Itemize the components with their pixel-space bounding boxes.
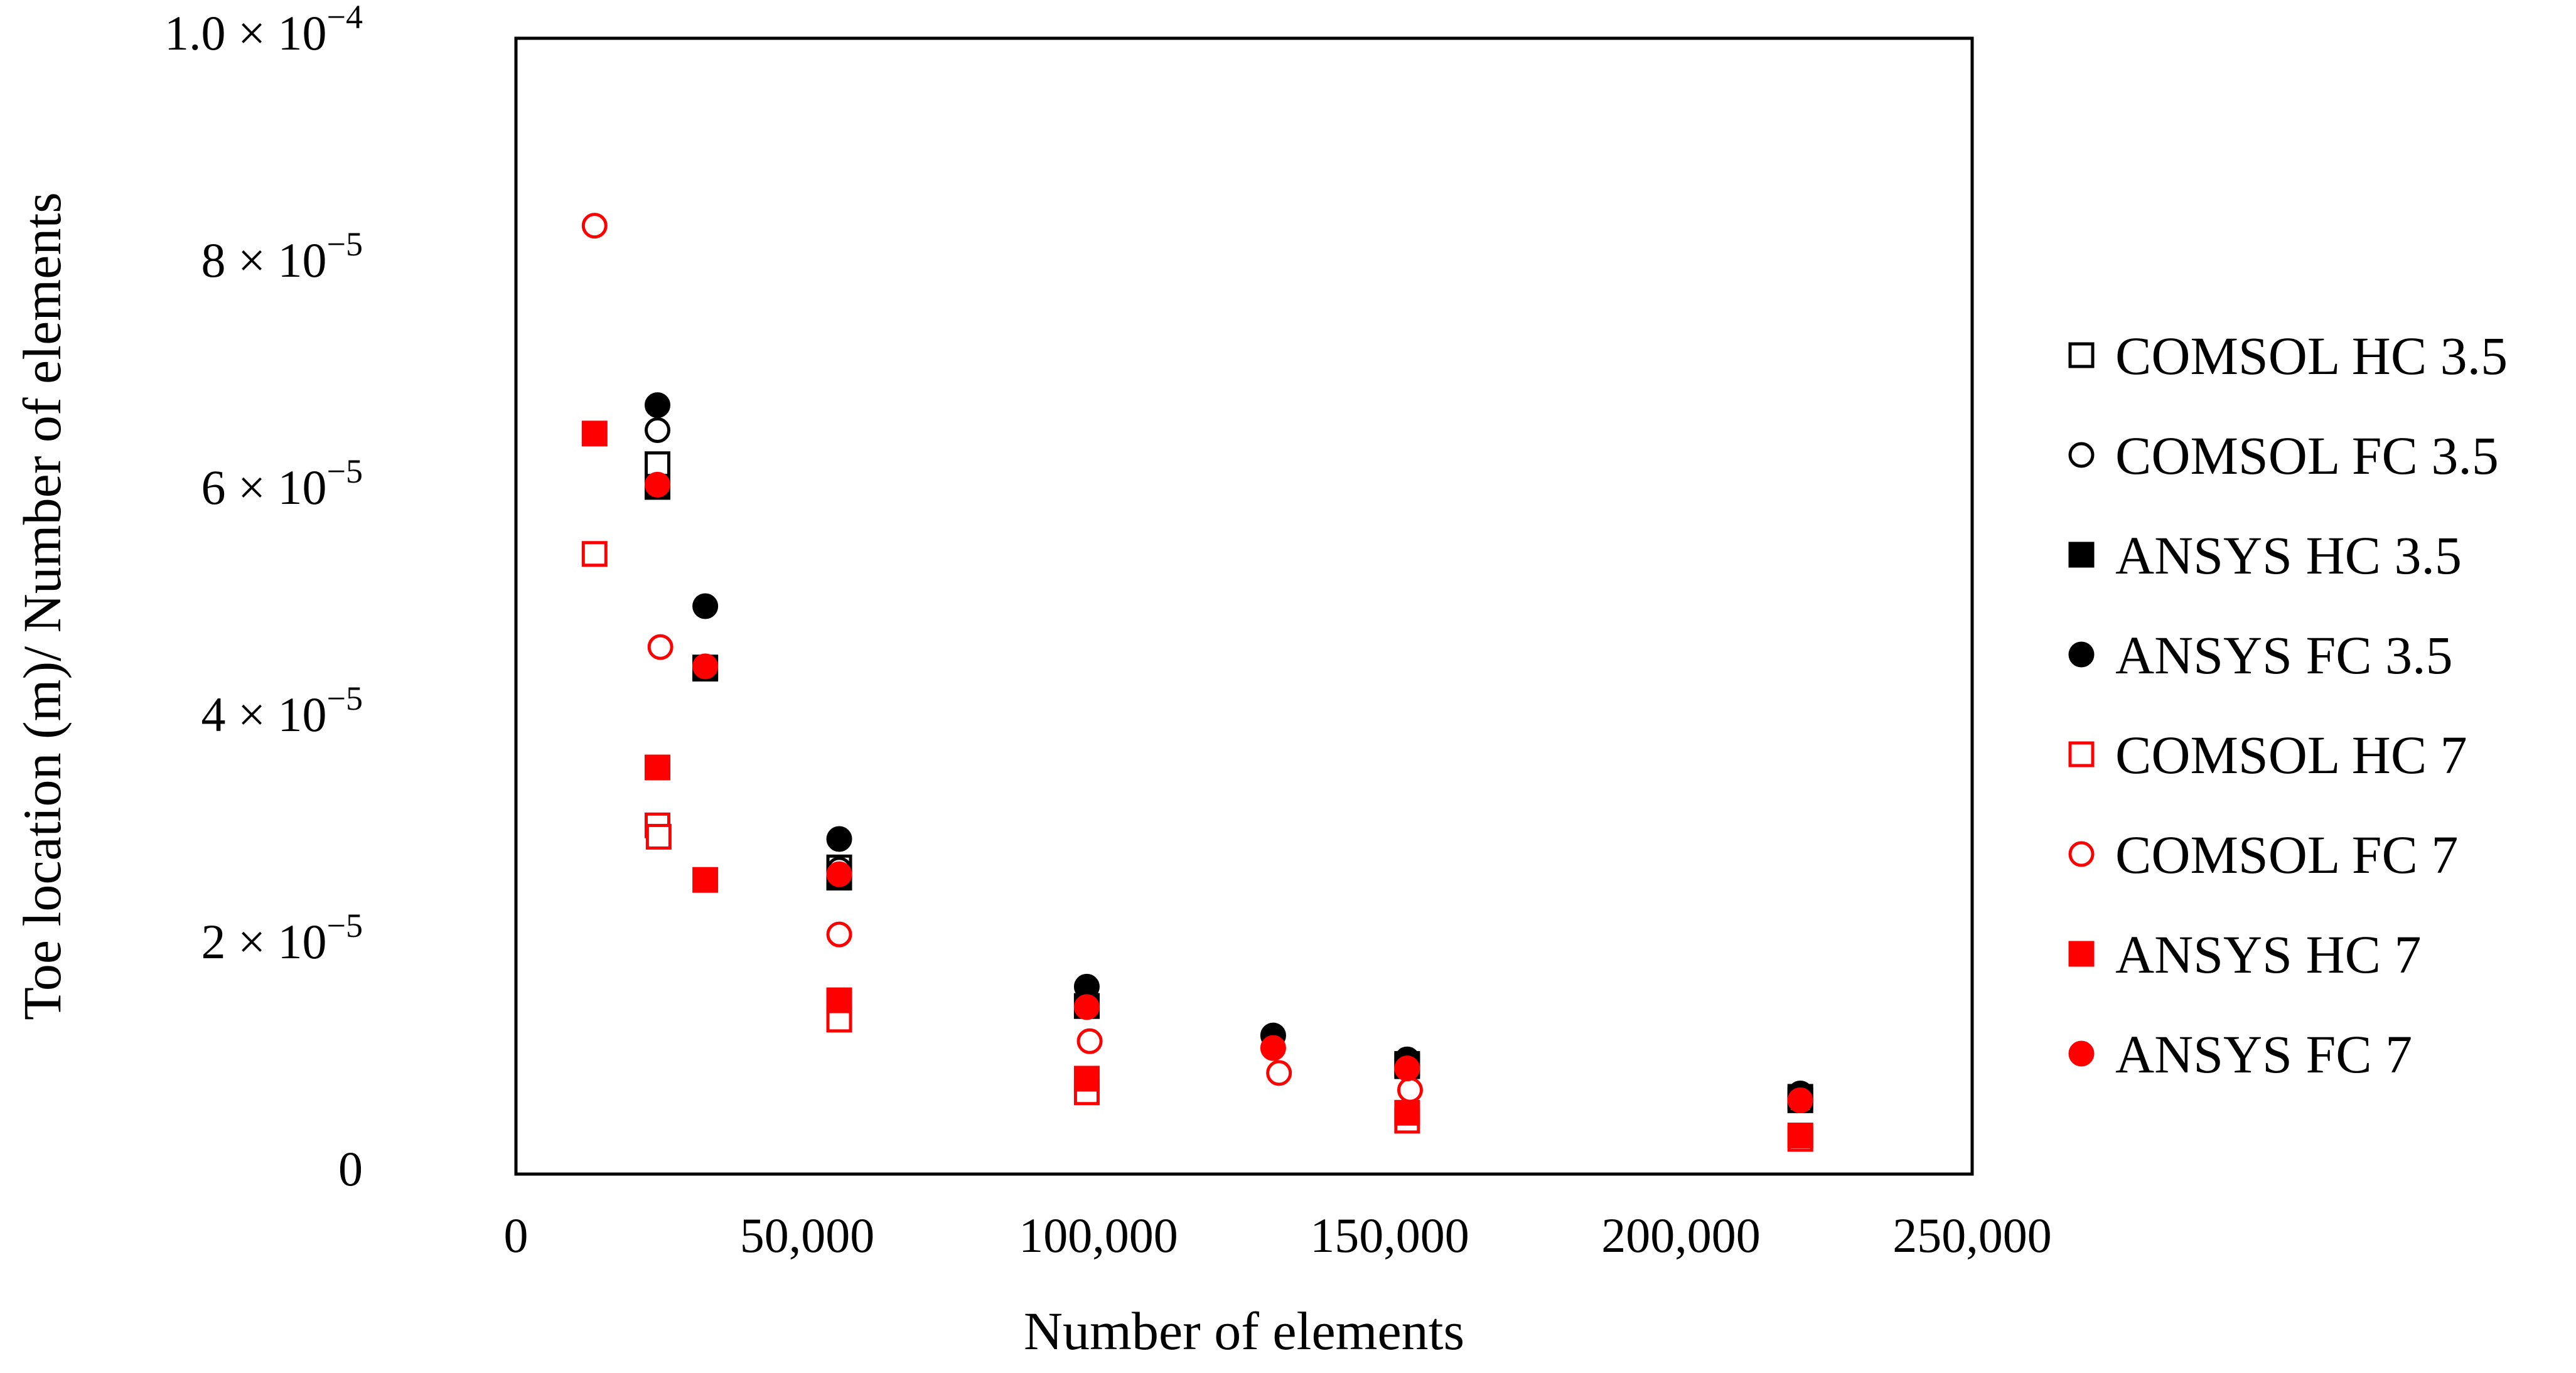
- data-point: [581, 541, 608, 567]
- x-tick-label: 250,000: [1892, 1208, 2052, 1263]
- legend-label: COMSOL HC 7: [2115, 725, 2467, 785]
- data-point: [826, 987, 852, 1013]
- data-point: [692, 867, 719, 893]
- legend-item: COMSOL FC 3.5: [2068, 425, 2499, 486]
- y-tick-exponent: −5: [327, 907, 363, 944]
- legend: COMSOL HC 3.5 COMSOL FC 3.5 ANSYS HC 3.5 AN…: [2068, 326, 2508, 1084]
- data-point: [1394, 1055, 1420, 1082]
- y-tick-label: 6 × 10−5: [201, 452, 363, 515]
- y-tick-exponent: −5: [327, 452, 363, 490]
- x-tick-label: 50,000: [740, 1208, 875, 1263]
- legend-label: ANSYS FC 7: [2115, 1024, 2412, 1084]
- y-tick-exponent: −5: [327, 225, 363, 263]
- legend-label: COMSOL HC 3.5: [2115, 326, 2508, 386]
- series-ansys-hc-3-5: [645, 474, 1813, 1110]
- data-point: [1073, 1066, 1100, 1092]
- y-tick-label: 8 × 10−5: [201, 225, 363, 287]
- data-point: [645, 754, 671, 781]
- legend-marker: [2068, 542, 2095, 568]
- data-point: [692, 593, 719, 619]
- series-comsol-hc-7: [581, 541, 1813, 1152]
- y-tick-label: 4 × 10−5: [201, 680, 363, 742]
- series-ansys-hc-7: [581, 420, 1813, 1148]
- data-point: [1787, 1087, 1813, 1113]
- y-tick-label: 0: [338, 1141, 363, 1196]
- legend-item: COMSOL HC 7: [2068, 725, 2467, 785]
- legend-marker: [2068, 741, 2095, 767]
- series-comsol-fc-7: [581, 213, 1423, 1103]
- y-tick-label: 1.0 × 10−4: [164, 0, 363, 60]
- data-markers: [581, 213, 1813, 1152]
- series-comsol-fc-3-5: [645, 417, 1813, 1110]
- data-point: [645, 471, 671, 498]
- legend-label: ANSYS FC 3.5: [2115, 625, 2453, 685]
- legend-item: COMSOL FC 7: [2068, 825, 2458, 885]
- data-point: [826, 826, 852, 852]
- series-comsol-hc-3-5: [645, 451, 1813, 1113]
- legend-item: COMSOL HC 3.5: [2068, 326, 2508, 386]
- data-point: [645, 417, 671, 443]
- legend-label: ANSYS HC 7: [2115, 924, 2421, 985]
- x-tick-label: 100,000: [1019, 1208, 1178, 1263]
- data-point: [1073, 994, 1100, 1020]
- data-point: [1260, 1035, 1286, 1061]
- data-point: [647, 634, 674, 660]
- x-axis-title: Number of elements: [1024, 1301, 1464, 1361]
- data-point: [645, 392, 671, 419]
- x-tick-label: 150,000: [1310, 1208, 1469, 1263]
- y-axis-ticks: 0 2 × 10−5 4 × 10−5 6 × 10−5 8 × 10−5 1.0 × 1…: [164, 0, 363, 1196]
- legend-marker: [2068, 342, 2095, 368]
- x-tick-label: 0: [504, 1208, 529, 1263]
- legend-item: ANSYS FC 7: [2068, 1024, 2412, 1084]
- legend-item: ANSYS FC 3.5: [2068, 625, 2453, 685]
- data-point: [692, 653, 719, 680]
- data-point: [581, 420, 608, 447]
- legend-item: ANSYS HC 7: [2068, 924, 2421, 985]
- legend-marker: [2068, 442, 2095, 468]
- legend-item: ANSYS HC 3.5: [2068, 525, 2462, 585]
- data-point: [1787, 1122, 1813, 1148]
- series-ansys-fc-3-5: [645, 392, 1813, 1106]
- legend-marker: [2068, 841, 2095, 867]
- data-point: [826, 921, 852, 948]
- data-point: [581, 213, 608, 239]
- legend-marker: [2068, 641, 2095, 668]
- x-axis-ticks: 0 50,000 100,000 150,000 200,000 250,000: [504, 1208, 2052, 1263]
- y-tick-exponent: −5: [327, 680, 363, 717]
- y-axis-title: Toe location (m)/ Number of elements: [12, 192, 72, 1020]
- data-point: [826, 861, 852, 887]
- data-point: [1266, 1060, 1292, 1086]
- plot-frame: [514, 36, 1974, 1176]
- legend-label: COMSOL FC 3.5: [2115, 425, 2499, 486]
- legend-marker: [2068, 941, 2095, 967]
- series-ansys-fc-7: [645, 471, 1813, 1113]
- x-tick-label: 200,000: [1601, 1208, 1761, 1263]
- y-tick-exponent: −4: [327, 0, 363, 36]
- data-point: [1394, 1099, 1420, 1126]
- legend-marker: [2068, 1040, 2095, 1067]
- data-point: [645, 823, 672, 850]
- legend-label: COMSOL FC 7: [2115, 825, 2458, 885]
- data-point: [1076, 1028, 1103, 1054]
- legend-label: ANSYS HC 3.5: [2115, 525, 2462, 585]
- y-tick-label: 2 × 10−5: [201, 907, 363, 969]
- data-point: [1397, 1077, 1423, 1103]
